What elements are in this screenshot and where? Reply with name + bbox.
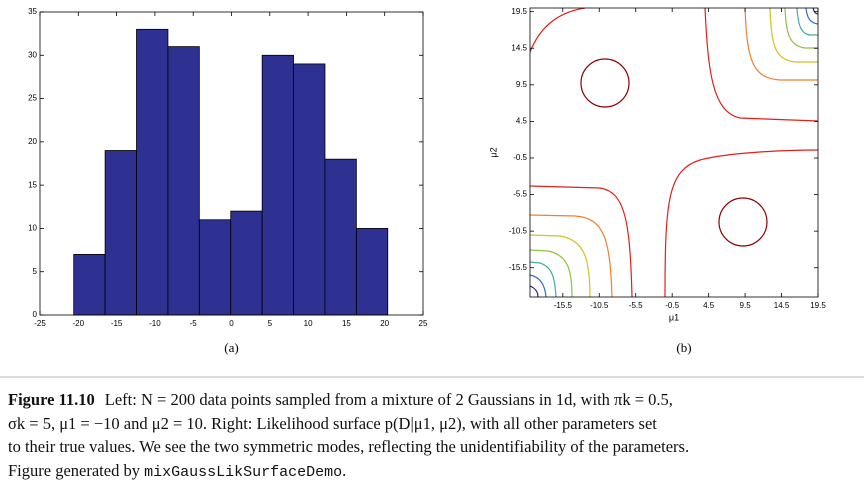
bar (73, 253, 106, 316)
x-tick-label: 5 (268, 319, 273, 328)
caption-line: Figure 11.10 Left: N = 200 data points sa… (8, 388, 858, 412)
x-axis-label: μ1 (669, 312, 679, 322)
bar (104, 150, 137, 316)
y-tick-label: -15.5 (509, 263, 528, 272)
contour (530, 185, 633, 297)
contours (530, 8, 818, 297)
x-tick-label: 9.5 (740, 301, 752, 310)
caption-text: . (342, 460, 347, 480)
x-tick-label: -20 (73, 319, 85, 328)
caption-text: σk = 5, μ1 = −10 and μ2 = 10. Right: Lik… (8, 413, 657, 433)
x-tick-label: -25 (34, 319, 46, 328)
y-tick-label: 20 (28, 137, 37, 146)
contour (744, 8, 818, 81)
bar (198, 219, 232, 316)
x-tick-label: 20 (380, 319, 389, 328)
plot-frame (529, 7, 819, 298)
caption-line: Figure generated by mixGaussLikSurfaceDe… (8, 459, 858, 485)
y-axis-label: μ2 (488, 147, 498, 157)
y-tick-label: 0 (33, 310, 38, 319)
contour (796, 8, 818, 36)
caption-text: Figure generated by (8, 460, 145, 480)
figure-label: Figure 11.10 (8, 390, 95, 409)
y-tick-label: 35 (28, 7, 37, 16)
x-tick-label: -5 (190, 319, 198, 328)
code-name: mixGaussLikSurfaceDemo (144, 463, 343, 481)
contour (530, 261, 557, 297)
y-tick-label: -0.5 (513, 153, 527, 162)
plot-frame (39, 11, 424, 316)
contour (530, 214, 613, 297)
y-tick-label: 5 (33, 267, 38, 276)
y-tick-label: -5.5 (513, 190, 527, 199)
x-tick-label: -10.5 (590, 301, 609, 310)
caption-text: to their true values. We see the two sym… (8, 437, 690, 456)
y-tick-label: 15 (28, 180, 37, 189)
x-tick-label: 10 (304, 319, 313, 328)
contour (580, 58, 630, 108)
y-tick-label: 19.5 (511, 7, 527, 16)
x-tick-label: 15 (342, 319, 351, 328)
x-tick-label: -15 (111, 319, 123, 328)
bar (136, 28, 169, 316)
contour (530, 285, 539, 297)
caption-text: Left: N = 200 data points sampled from a… (104, 390, 673, 409)
y-tick-label: 10 (28, 224, 37, 233)
x-tick-label: 19.5 (810, 301, 826, 310)
contour (805, 8, 818, 25)
y-tick-label: 9.5 (516, 80, 528, 89)
bar (293, 63, 326, 316)
contour (704, 8, 818, 122)
y-tick-label: 25 (28, 94, 37, 103)
contour (664, 149, 818, 297)
contour (530, 249, 573, 297)
bar (167, 46, 200, 316)
x-tick-label: -5.5 (629, 301, 643, 310)
y-tick-label: 4.5 (516, 117, 528, 126)
bar (230, 210, 263, 316)
contour (784, 8, 818, 49)
contour (812, 8, 818, 15)
subplot-label: (a) (224, 340, 238, 355)
figure: -25 -20 -15 -10 -5 0 5 10 15 20 25 0 5 10 15 20 25 30 35 (a… (0, 7, 864, 378)
caption: Figure 11.10 Left: N = 200 data points sa… (8, 388, 858, 484)
y-tick-label: -10.5 (509, 226, 528, 235)
contour (530, 274, 547, 297)
bar (261, 54, 294, 316)
contour (718, 197, 768, 247)
x-tick-label: 4.5 (703, 301, 715, 310)
bar (324, 158, 357, 316)
x-tick-label: 14.5 (774, 301, 790, 310)
contour (769, 8, 818, 63)
x-tick-label: 0 (229, 319, 234, 328)
bar (355, 228, 389, 316)
subplot-label: (b) (676, 340, 691, 355)
x-tick-label: -10 (149, 319, 161, 328)
contour (530, 8, 586, 53)
contour (530, 234, 591, 297)
y-tick-label: 14.5 (511, 43, 527, 52)
x-tick-label: -0.5 (665, 301, 679, 310)
x-tick-label: -15.5 (554, 301, 573, 310)
y-tick-label: 30 (28, 50, 37, 59)
x-tick-label: 25 (419, 319, 428, 328)
